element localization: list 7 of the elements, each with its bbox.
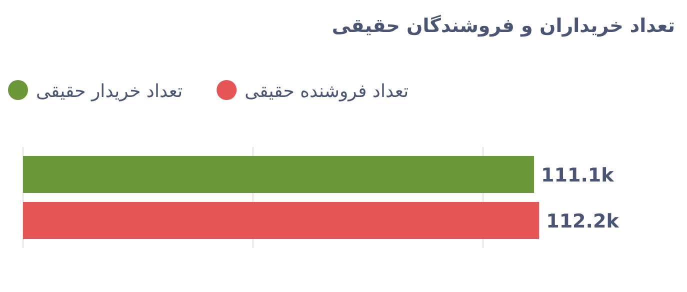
data-label: 112.2k [546, 210, 620, 232]
legend-item: تعداد خریدار حقیقی [8, 80, 183, 102]
data-label: 111.1k [541, 164, 614, 186]
title: تعداد خریداران و فروشندگان حقیقی [332, 15, 675, 37]
legend-label: تعداد خریدار حقیقی [36, 81, 183, 102]
legend-item: تعداد فروشنده حقیقی [216, 80, 409, 102]
legend-label: تعداد فروشنده حقیقی [244, 81, 409, 102]
